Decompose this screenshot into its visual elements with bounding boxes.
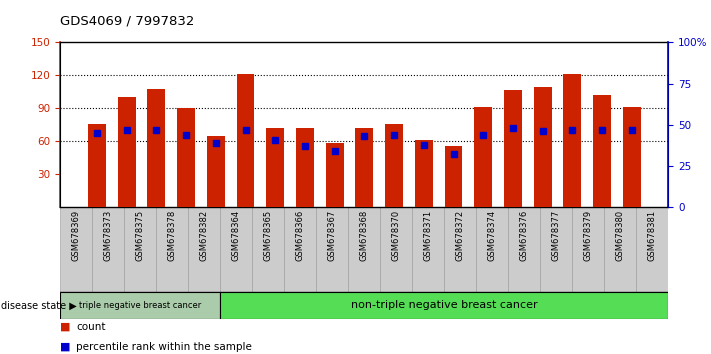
Text: GSM678371: GSM678371 — [424, 210, 433, 261]
Bar — [636, 207, 668, 292]
Bar — [326, 143, 343, 207]
Text: GSM678378: GSM678378 — [168, 210, 177, 261]
Bar — [540, 207, 572, 292]
Text: ■: ■ — [60, 342, 75, 352]
Bar — [220, 207, 252, 292]
Bar — [284, 207, 316, 292]
Bar — [415, 140, 433, 207]
Bar — [220, 292, 668, 319]
Bar — [88, 124, 106, 207]
Text: percentile rank within the sample: percentile rank within the sample — [76, 342, 252, 352]
Text: GSM678373: GSM678373 — [104, 210, 113, 261]
Text: GSM678369: GSM678369 — [72, 210, 81, 261]
Text: GSM678365: GSM678365 — [264, 210, 273, 261]
Bar — [380, 207, 412, 292]
Bar — [508, 207, 540, 292]
Text: GSM678374: GSM678374 — [488, 210, 497, 261]
Text: GSM678376: GSM678376 — [520, 210, 529, 261]
Text: count: count — [76, 322, 105, 332]
Bar — [60, 292, 220, 319]
Bar — [188, 207, 220, 292]
Bar — [156, 207, 188, 292]
Bar — [412, 207, 444, 292]
Text: GSM678382: GSM678382 — [200, 210, 209, 261]
Bar — [385, 124, 403, 207]
Text: GSM678367: GSM678367 — [328, 210, 337, 261]
Bar — [356, 128, 373, 207]
Bar — [476, 207, 508, 292]
Text: ■: ■ — [60, 322, 75, 332]
Text: GSM678377: GSM678377 — [552, 210, 561, 261]
Bar — [504, 90, 522, 207]
Bar — [604, 207, 636, 292]
Bar — [207, 136, 225, 207]
Text: GSM678372: GSM678372 — [456, 210, 465, 261]
Bar — [444, 207, 476, 292]
Bar — [563, 74, 582, 207]
Bar — [124, 207, 156, 292]
Bar — [534, 87, 552, 207]
Text: GSM678366: GSM678366 — [296, 210, 305, 261]
Bar — [252, 207, 284, 292]
Text: GDS4069 / 7997832: GDS4069 / 7997832 — [60, 14, 195, 27]
Text: GSM678379: GSM678379 — [584, 210, 593, 261]
Text: GSM678380: GSM678380 — [616, 210, 625, 261]
Bar — [60, 207, 92, 292]
Bar — [118, 97, 136, 207]
Bar — [237, 74, 255, 207]
Bar — [474, 107, 492, 207]
Text: disease state ▶: disease state ▶ — [1, 300, 77, 310]
Bar — [267, 128, 284, 207]
Text: GSM678375: GSM678375 — [136, 210, 145, 261]
Bar — [593, 95, 611, 207]
Bar — [348, 207, 380, 292]
Bar — [444, 145, 462, 207]
Bar — [316, 207, 348, 292]
Text: GSM678370: GSM678370 — [392, 210, 401, 261]
Text: GSM678364: GSM678364 — [232, 210, 241, 261]
Text: GSM678381: GSM678381 — [648, 210, 657, 261]
Bar — [92, 207, 124, 292]
Bar — [147, 88, 166, 207]
Bar — [296, 128, 314, 207]
Text: GSM678368: GSM678368 — [360, 210, 369, 261]
Bar — [572, 207, 604, 292]
Bar — [177, 108, 195, 207]
Bar — [623, 107, 641, 207]
Text: triple negative breast cancer: triple negative breast cancer — [80, 301, 201, 310]
Text: non-triple negative breast cancer: non-triple negative breast cancer — [351, 300, 538, 310]
